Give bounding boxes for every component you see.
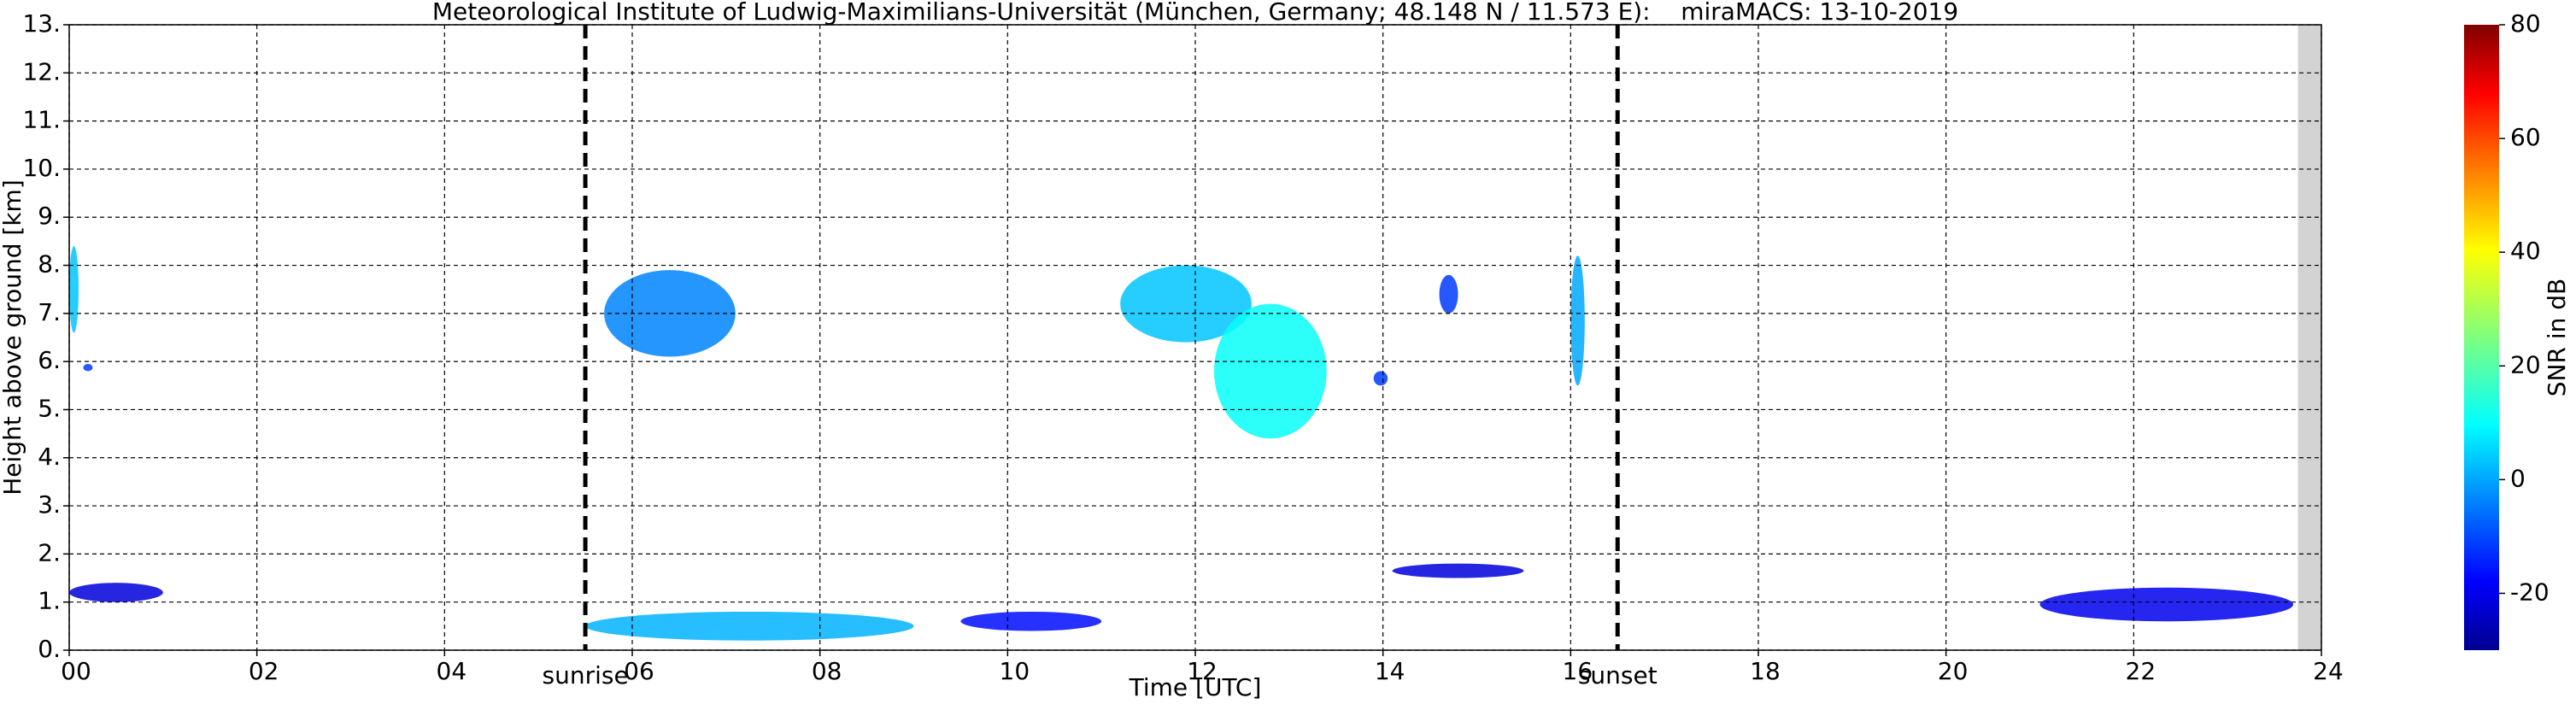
colorbar: [2464, 25, 2499, 650]
y-tick-label: 3.: [38, 490, 61, 519]
x-tick-label: 10: [1000, 657, 1030, 685]
echo: [585, 611, 914, 641]
x-tick-label: 14: [1375, 657, 1405, 685]
x-tick-label: 18: [1750, 657, 1781, 685]
colorbar-tick-label: -20: [2510, 578, 2550, 606]
y-tick-label: 4.: [38, 443, 61, 471]
y-tick-label: 11.: [22, 106, 61, 134]
y-tick-label: 2.: [38, 538, 61, 566]
x-tick-label: 16: [1563, 657, 1593, 685]
y-tick-label: 8.: [38, 250, 61, 279]
x-tick-label: 12: [1187, 657, 1218, 685]
y-tick-label: 6.: [38, 346, 61, 374]
x-tick-label: 20: [1938, 657, 1969, 685]
x-tick-label: 02: [249, 657, 279, 685]
echo: [1120, 265, 1252, 343]
echo: [69, 583, 163, 602]
colorbar-tick-label: 80: [2510, 9, 2541, 38]
echo: [1373, 371, 1388, 386]
y-tick-label: 1.: [38, 587, 61, 615]
x-tick-label: 08: [812, 657, 842, 685]
x-tick-label: 04: [437, 657, 467, 685]
y-tick-label: 0.: [38, 635, 61, 663]
colorbar-tick-label: 20: [2510, 350, 2541, 378]
colorbar-tick-label: 60: [2510, 123, 2541, 151]
x-tick-label: 22: [2126, 657, 2156, 685]
echo: [1392, 563, 1524, 578]
y-tick-label: 7.: [38, 298, 61, 326]
colorbar-tick-label: 0: [2510, 464, 2526, 492]
echo: [1439, 274, 1458, 314]
y-tick-label: 13.: [22, 9, 61, 38]
y-tick-label: 12.: [22, 57, 61, 85]
echo: [1213, 303, 1327, 439]
y-tick-label: 5.: [38, 394, 61, 422]
echo: [69, 246, 79, 333]
colorbar-label: SNR in dB: [2543, 279, 2571, 396]
echo: [83, 363, 93, 372]
y-axis-label: Height above ground [km]: [0, 179, 26, 496]
x-tick-label: 00: [61, 657, 91, 685]
chart-title: Meteorological Institute of Ludwig-Maxim…: [432, 0, 1958, 26]
x-tick-label: 24: [2313, 657, 2344, 685]
y-tick-label: 10.: [22, 154, 61, 182]
echo: [2039, 587, 2294, 622]
colorbar-tick-label: 40: [2510, 237, 2541, 265]
y-tick-label: 9.: [38, 202, 61, 230]
echo: [1570, 255, 1585, 386]
annotation-label: sunrise: [542, 661, 628, 689]
plot-area: [69, 25, 2321, 650]
echo: [960, 611, 1102, 631]
annotation-label: sunset: [1578, 661, 1658, 689]
missing-data: [2297, 25, 2321, 650]
x-axis-label: Time [UTC]: [1129, 673, 1262, 701]
x-tick-label: 06: [624, 657, 654, 685]
